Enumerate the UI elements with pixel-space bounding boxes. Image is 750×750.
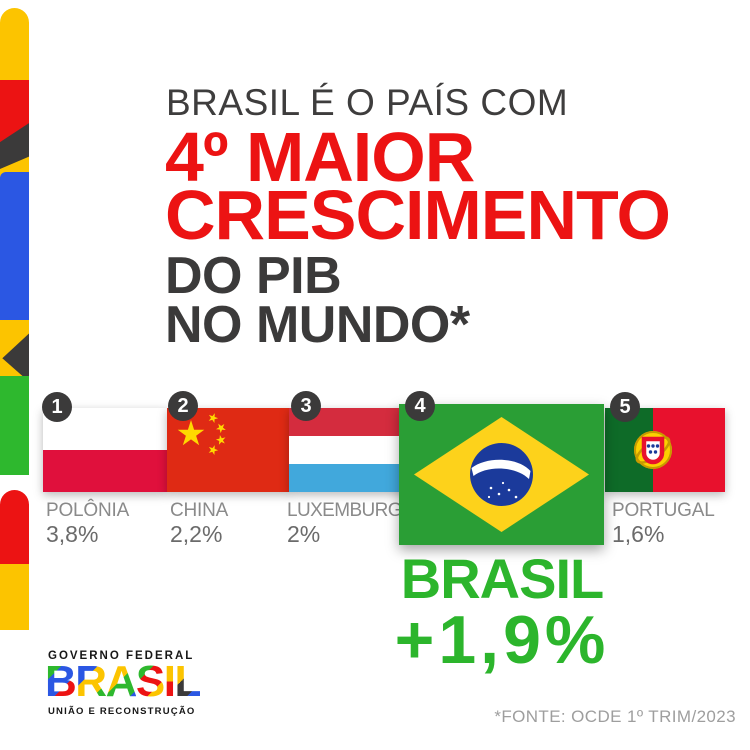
logo-tagline: UNIÃO E RECONSTRUÇÃO: [48, 706, 196, 717]
strip-red-arch: [0, 490, 29, 564]
rank-badge-4: 4: [405, 391, 435, 421]
country-value-luxemburgo: 2%: [287, 521, 321, 547]
highlight-value: +1,9%: [394, 602, 610, 678]
rank-badge-3: 3: [291, 391, 321, 421]
headline-dark: DO PIB NO MUNDO*: [165, 250, 470, 351]
headline-kicker: BRASIL É O PAÍS COM: [166, 82, 569, 123]
highlight-country: BRASIL: [400, 547, 604, 610]
headline-line5: NO MUNDO*: [165, 296, 470, 354]
strip-yellow-arch: [0, 8, 29, 88]
country-value-china: 2,2%: [170, 521, 223, 547]
rank-badge-5: 5: [610, 392, 640, 422]
source-note: *FONTE: OCDE 1º TRIM/2023: [494, 707, 736, 726]
brazil-flag: [399, 404, 604, 545]
headline-line4: DO PIB: [165, 247, 342, 305]
logo-letter-b: B: [45, 657, 77, 706]
logo-letter-s: S: [135, 657, 165, 706]
country-label-portugal: PORTUGAL: [612, 500, 715, 521]
logo-governo-federal: GOVERNO FEDERAL: [48, 650, 195, 662]
luxembourg-flag-image: [289, 408, 410, 492]
headline-line2: 4º MAIOR: [165, 118, 475, 196]
country-label-china: CHINA: [170, 500, 229, 521]
country-value-portugal: 1,6%: [612, 521, 665, 547]
china-flag-image: [167, 408, 290, 492]
decorative-strip: [0, 8, 29, 630]
logo-letter-r: R: [75, 657, 107, 706]
portugal-flag: [605, 408, 725, 492]
country-value-polonia: 3,8%: [46, 521, 99, 547]
poland-flag-image: [43, 408, 167, 492]
logo-brasil-wordmark: BRASIL: [45, 657, 201, 706]
rank-badge-1: 1: [42, 392, 72, 422]
china-flag: [167, 408, 290, 492]
strip-green-band: [0, 376, 29, 475]
brazil-flag-image: [399, 404, 604, 545]
strip-yellow-band-3: [0, 564, 29, 630]
portugal-flag-image: [605, 408, 725, 492]
logo-letter-a: A: [105, 657, 138, 706]
headline-line3: CRESCIMENTO: [165, 176, 671, 254]
rank-badge-2: 2: [168, 391, 198, 421]
country-label-polonia: POLÔNIA: [46, 500, 130, 521]
strip-blue-band: [0, 172, 29, 326]
logo-letter-l: L: [174, 657, 201, 706]
logo-letter-i: I: [163, 657, 176, 706]
headline-red: 4º MAIOR CRESCIMENTO: [165, 122, 671, 250]
country-label-luxemburgo: LUXEMBURGO: [287, 500, 417, 521]
poland-flag: [43, 408, 167, 492]
luxembourg-flag: [289, 408, 410, 492]
